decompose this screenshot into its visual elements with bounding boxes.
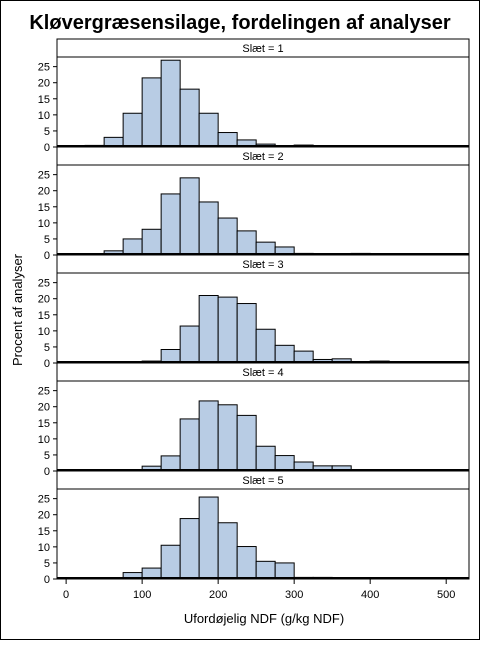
histogram-bar [237, 231, 256, 255]
y-tick-label: 20 [38, 294, 50, 306]
histogram-bar [199, 296, 218, 364]
histogram-bar [180, 519, 199, 579]
panel-strip-label: Slæt = 5 [242, 475, 283, 487]
y-tick-label: 5 [44, 342, 50, 354]
panel-2: Slæt = 2 0 5 10 15 20 25 [38, 147, 469, 262]
panel-3: Slæt = 3 0 5 10 15 20 25 [38, 255, 469, 370]
histogram-bar [161, 545, 180, 579]
histogram-bar [218, 297, 237, 363]
histogram-bar [199, 401, 218, 471]
y-tick-label: 0 [44, 142, 50, 154]
y-tick-label: 0 [44, 250, 50, 262]
x-axis-label: Ufordøjelig NDF (g/kg NDF) [184, 611, 344, 626]
y-tick-label: 10 [38, 542, 50, 554]
panel-plot-area [57, 165, 469, 255]
y-tick-label: 10 [38, 218, 50, 230]
y-tick-label: 25 [38, 386, 50, 398]
panel-5: Slæt = 5 0 5 10 15 20 25 [38, 471, 469, 586]
panel-strip-label: Slæt = 2 [242, 151, 283, 163]
y-tick-label: 5 [44, 558, 50, 570]
histogram-bar [256, 446, 275, 471]
x-tick-label: 300 [285, 589, 303, 601]
panel-1: Slæt = 1 0 5 10 15 20 25 [38, 39, 469, 154]
y-tick-label: 25 [38, 62, 50, 74]
histogram-bar [218, 133, 237, 147]
histogram-bar [199, 113, 218, 147]
histogram-bar [199, 202, 218, 255]
histogram-bar [237, 415, 256, 471]
histogram-bar [256, 561, 275, 579]
y-tick-label: 20 [38, 510, 50, 522]
y-tick-label: 20 [38, 402, 50, 414]
histogram-bar [123, 239, 142, 255]
x-tick-label: 400 [361, 589, 379, 601]
panel-4: Slæt = 4 0 5 10 15 20 25 [38, 363, 469, 478]
panel-strip-label: Slæt = 4 [242, 367, 283, 379]
y-tick-label: 15 [38, 418, 50, 430]
y-tick-label: 15 [38, 526, 50, 538]
x-tick-label: 100 [133, 589, 151, 601]
panel-strip-label: Slæt = 3 [242, 259, 283, 271]
histogram-bar [237, 547, 256, 579]
y-tick-label: 10 [38, 110, 50, 122]
y-tick-label: 10 [38, 434, 50, 446]
histogram-bar [218, 405, 237, 471]
histogram-bar [237, 304, 256, 363]
y-tick-label: 20 [38, 186, 50, 198]
histogram-bar [123, 113, 142, 147]
y-tick-label: 0 [44, 466, 50, 478]
y-tick-label: 20 [38, 78, 50, 90]
y-tick-label: 15 [38, 310, 50, 322]
y-tick-label: 25 [38, 494, 50, 506]
y-tick-label: 0 [44, 358, 50, 370]
y-tick-label: 5 [44, 126, 50, 138]
histogram-bar [161, 60, 180, 147]
histogram-bar [275, 456, 294, 471]
chart-title: Kløvergræsensilage, fordelingen af analy… [29, 12, 450, 34]
histogram-bar [218, 218, 237, 255]
y-tick-label: 10 [38, 326, 50, 338]
histogram-bar [180, 419, 199, 471]
y-tick-label: 15 [38, 202, 50, 214]
histogram-bar [199, 497, 218, 579]
x-tick-label: 200 [209, 589, 227, 601]
histogram-bar [180, 178, 199, 255]
histogram-bar [180, 89, 199, 147]
panel-strip-label: Slæt = 1 [242, 43, 283, 55]
x-tick-label: 500 [437, 589, 455, 601]
histogram-bar [275, 345, 294, 363]
y-tick-label: 5 [44, 450, 50, 462]
histogram-bar [218, 523, 237, 579]
histogram-bar [142, 78, 161, 147]
x-tick-label: 0 [63, 589, 69, 601]
histogram-bar [180, 326, 199, 363]
y-tick-label: 25 [38, 170, 50, 182]
histogram-bar [256, 329, 275, 363]
y-axis-label: Procent af analyser [10, 253, 25, 366]
histogram-bar [161, 194, 180, 255]
histogram-bar [161, 350, 180, 364]
y-tick-label: 0 [44, 574, 50, 586]
histogram-bar [161, 456, 180, 471]
y-tick-label: 15 [38, 94, 50, 106]
histogram-bar [275, 563, 294, 579]
y-tick-label: 25 [38, 278, 50, 290]
y-tick-label: 5 [44, 234, 50, 246]
panel-plot-area [57, 57, 469, 147]
histogram-bar [142, 229, 161, 255]
